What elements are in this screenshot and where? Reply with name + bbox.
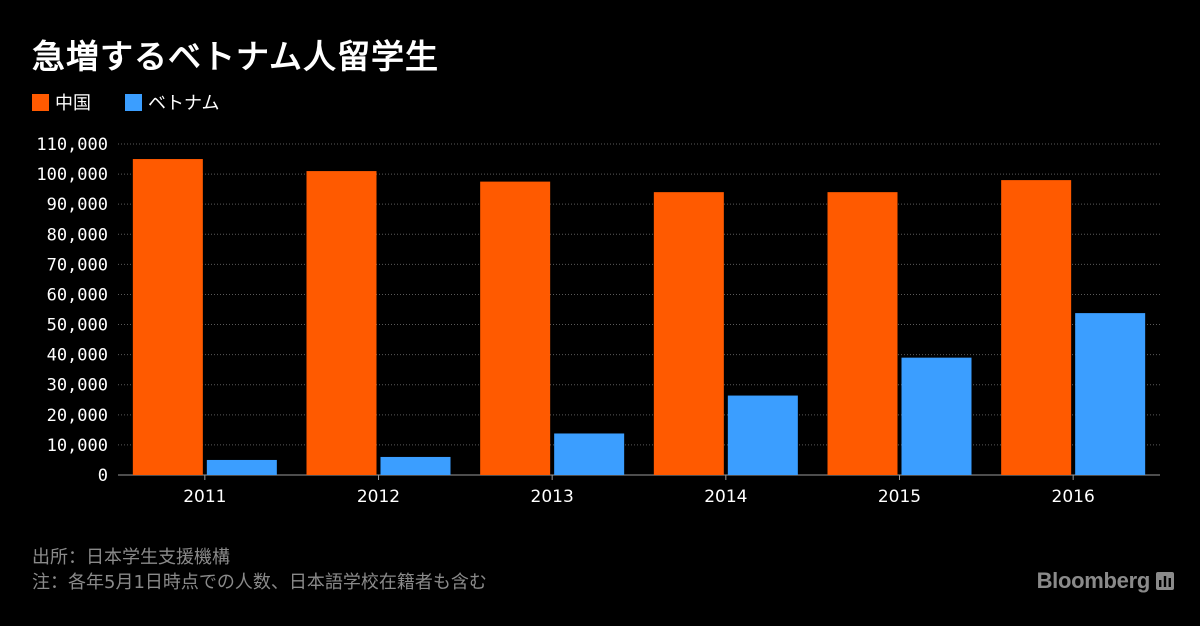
y-tick-label: 40,000 <box>47 346 108 366</box>
bar-china <box>306 171 377 475</box>
y-tick-label: 30,000 <box>47 376 108 396</box>
footer: 出所：日本学生支援機構 注：各年5月1日時点での人数、日本語学校在籍者も含む <box>32 545 487 595</box>
legend-label-vietnam: ベトナム <box>148 93 220 114</box>
bar-vietnam <box>380 456 451 475</box>
y-tick-label: 20,000 <box>47 406 108 426</box>
bar-vietnam <box>1075 313 1146 475</box>
y-tick-label: 50,000 <box>47 316 108 336</box>
bar-china <box>132 159 203 475</box>
y-tick-label: 80,000 <box>47 225 108 245</box>
logo-text: Bloomberg <box>1036 568 1151 593</box>
legend-label-china: 中国 <box>55 93 91 114</box>
y-tick-label: 0 <box>98 466 108 486</box>
x-tick-label: 2013 <box>531 487 574 507</box>
y-tick-label: 10,000 <box>47 436 108 456</box>
y-tick-label: 70,000 <box>47 255 108 275</box>
bar-china <box>480 181 551 475</box>
bar-china <box>827 192 898 476</box>
y-tick-label: 90,000 <box>47 195 108 215</box>
x-tick-label: 2011 <box>183 487 226 507</box>
bar-china <box>1001 180 1072 476</box>
footnote: 注：各年5月1日時点での人数、日本語学校在籍者も含む <box>32 572 487 593</box>
x-tick-label: 2014 <box>704 487 747 507</box>
y-tick-label: 100,000 <box>36 165 108 185</box>
bar-vietnam <box>901 357 972 475</box>
x-tick-label: 2015 <box>878 487 921 507</box>
x-tick-label: 2012 <box>357 487 400 507</box>
legend: 中国 ベトナム <box>32 90 253 114</box>
bloomberg-bars-icon <box>1156 572 1174 590</box>
source-note: 出所：日本学生支援機構 <box>32 547 230 568</box>
bar-china <box>653 192 724 476</box>
legend-swatch-china <box>32 93 49 111</box>
legend-swatch-vietnam <box>125 93 142 111</box>
legend-item-china: 中国 <box>32 89 91 115</box>
legend-item-vietnam: ベトナム <box>125 89 219 115</box>
bar-vietnam <box>727 395 798 475</box>
bar-vietnam <box>554 433 625 475</box>
x-tick-label: 2016 <box>1052 487 1095 507</box>
y-tick-label: 60,000 <box>47 285 108 305</box>
y-tick-label: 110,000 <box>36 135 108 155</box>
chart-title: 急増するベトナム人留学生 <box>32 37 440 76</box>
bar-vietnam <box>206 459 277 475</box>
bloomberg-logo: Bloomberg <box>1037 568 1174 594</box>
